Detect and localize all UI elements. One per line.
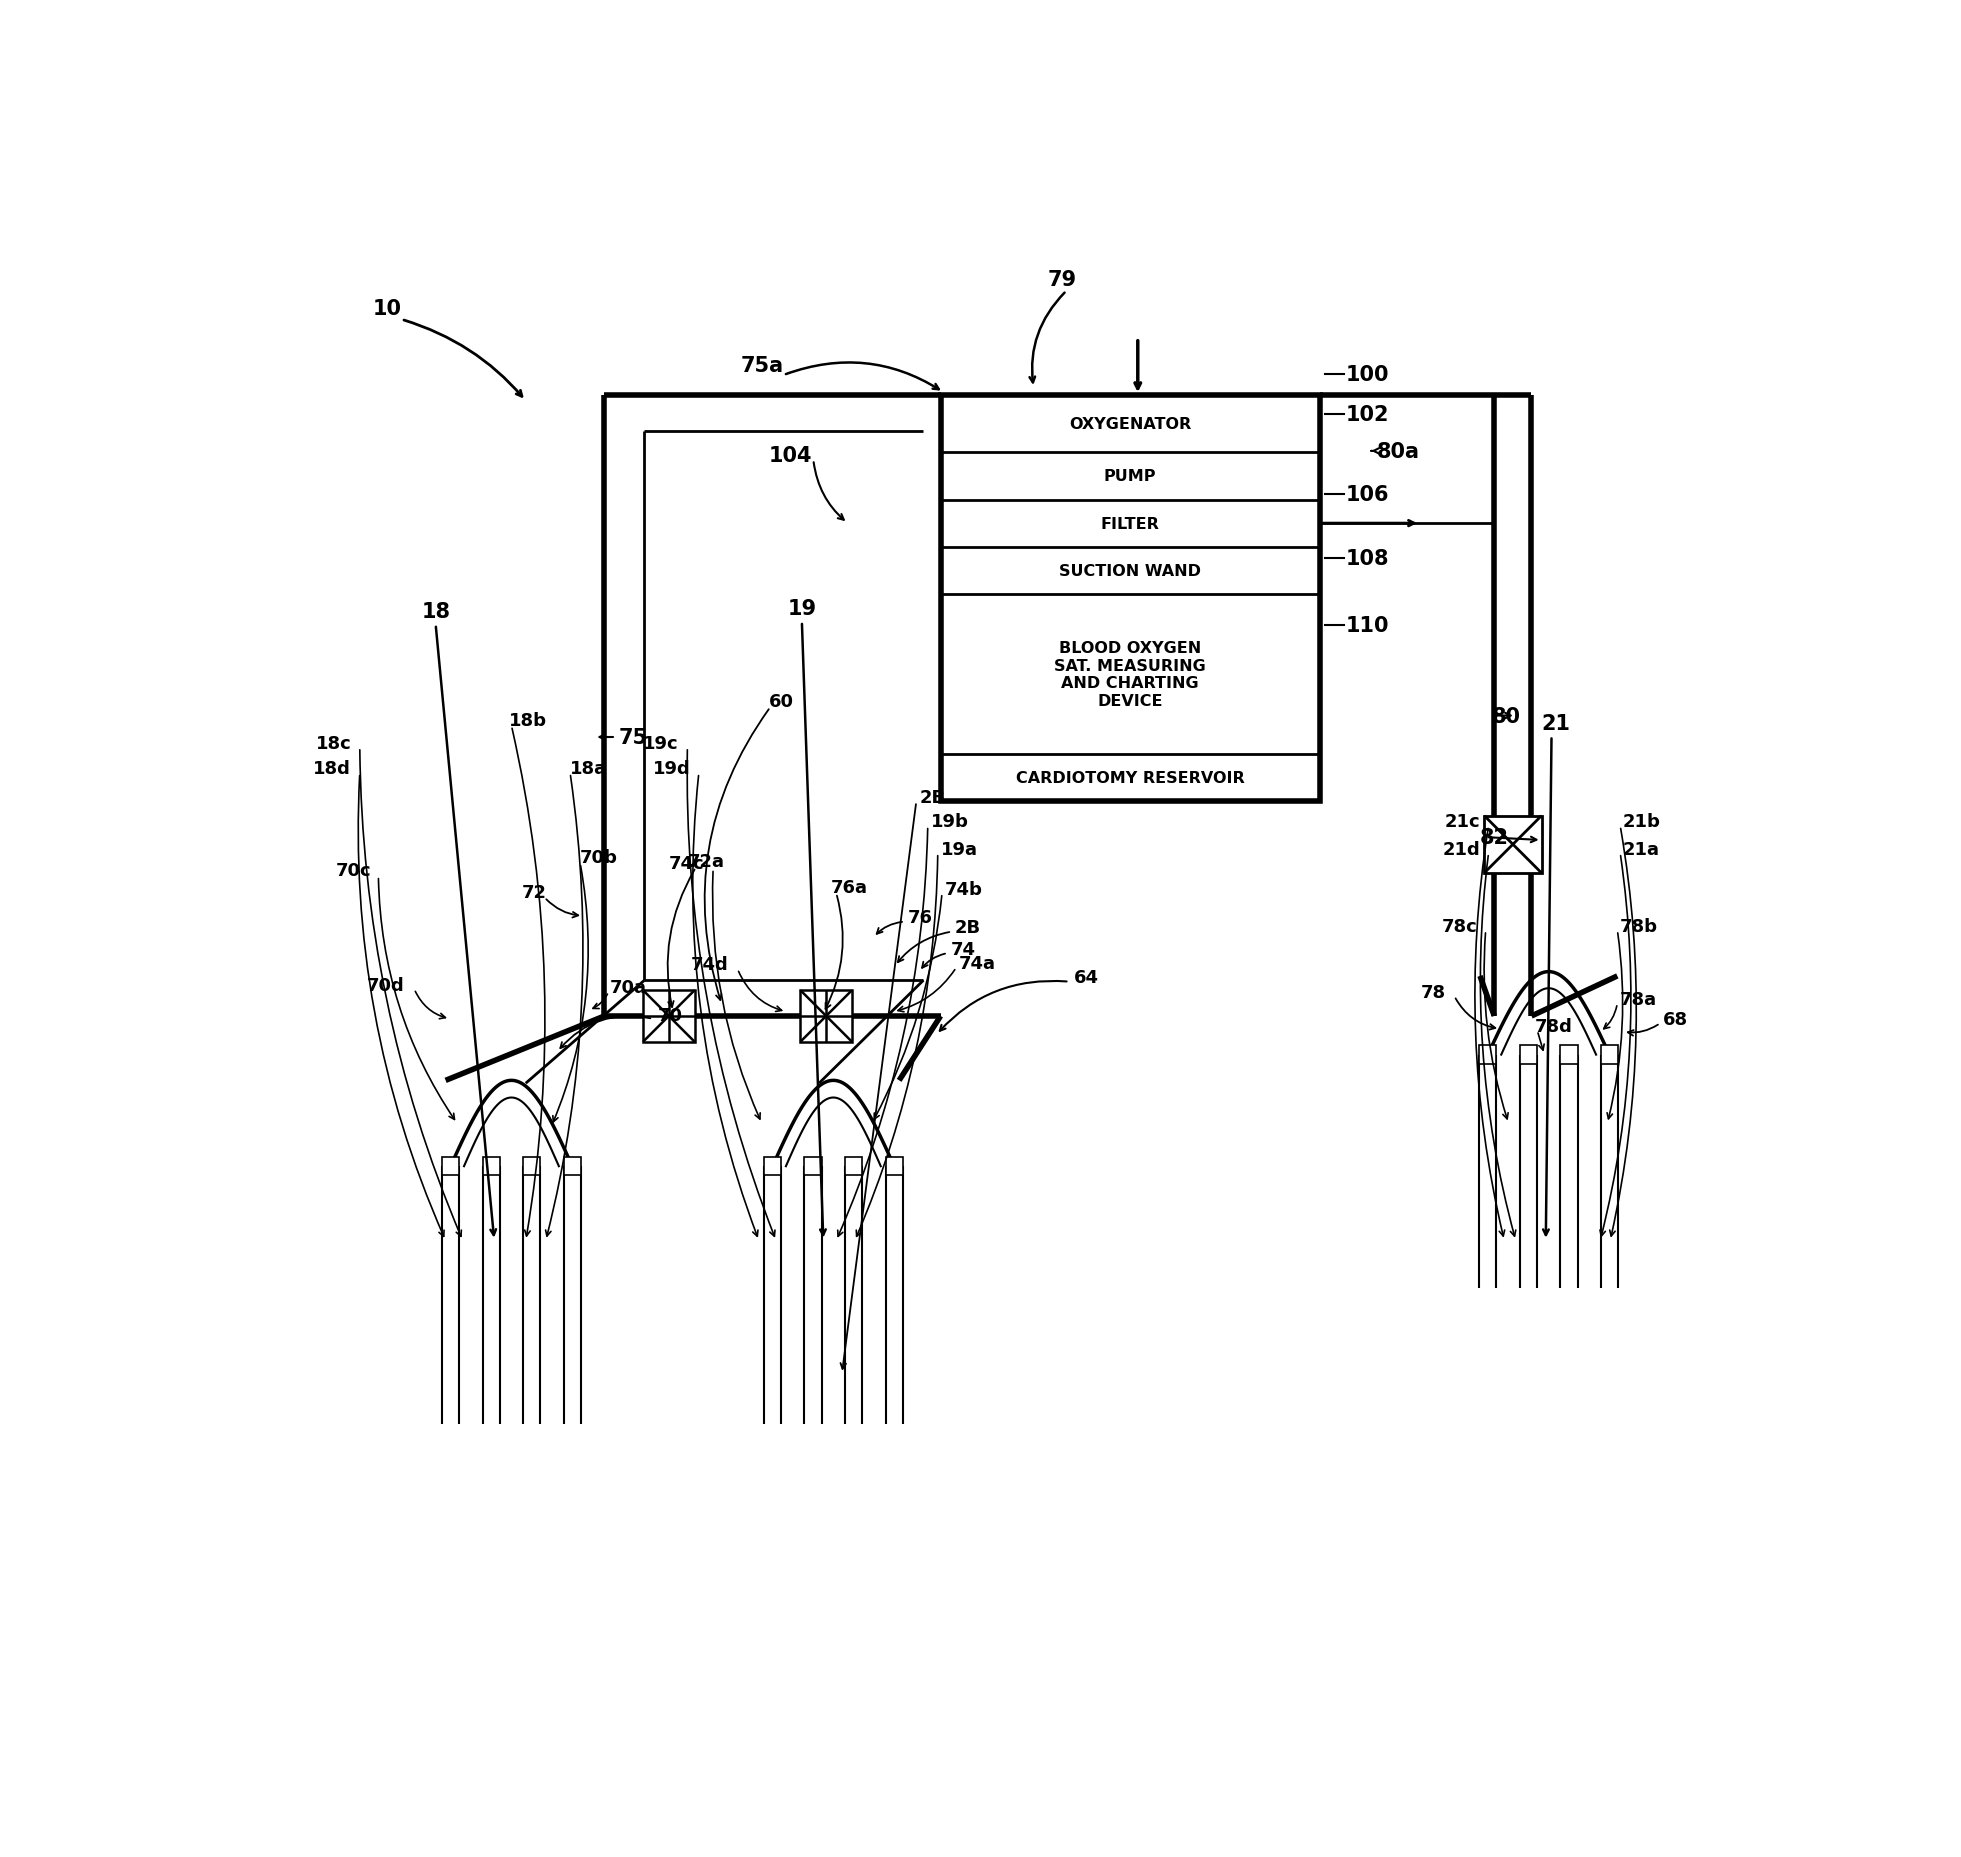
Bar <box>1484 817 1541 873</box>
Text: 78: 78 <box>1420 982 1445 1001</box>
Text: 2B: 2B <box>920 789 945 806</box>
Text: 19c: 19c <box>643 734 679 752</box>
Text: 76: 76 <box>908 908 933 927</box>
Text: 75: 75 <box>620 728 647 748</box>
Text: 104: 104 <box>769 446 812 466</box>
Text: 102: 102 <box>1345 405 1388 425</box>
Text: 68: 68 <box>1663 1010 1688 1029</box>
Text: 80: 80 <box>1492 706 1520 726</box>
Text: 18d: 18d <box>314 760 351 778</box>
Text: 2B: 2B <box>955 919 980 936</box>
Text: 82: 82 <box>1481 828 1510 847</box>
Text: CARDIOTOMY RESERVOIR: CARDIOTOMY RESERVOIR <box>1016 771 1245 786</box>
Text: 106: 106 <box>1345 485 1388 505</box>
Text: 70c: 70c <box>335 862 371 880</box>
Bar <box>482 1157 500 1175</box>
Text: 21: 21 <box>1541 713 1571 734</box>
Text: BLOOD OXYGEN
SAT. MEASURING
AND CHARTING
DEVICE: BLOOD OXYGEN SAT. MEASURING AND CHARTING… <box>1055 641 1206 708</box>
Bar <box>886 1157 902 1175</box>
Text: 10: 10 <box>373 299 402 319</box>
Text: 21a: 21a <box>1624 839 1661 858</box>
Text: 75a: 75a <box>741 357 784 375</box>
Text: 74a: 74a <box>959 954 996 973</box>
Bar <box>800 990 851 1042</box>
Text: OXYGENATOR: OXYGENATOR <box>1069 418 1192 433</box>
Text: 70a: 70a <box>610 979 647 997</box>
Text: 78b: 78b <box>1620 917 1659 936</box>
Bar <box>845 1157 863 1175</box>
Text: 60: 60 <box>769 693 794 711</box>
Text: 74c: 74c <box>669 854 704 873</box>
Text: 64: 64 <box>1075 969 1098 986</box>
Text: 21b: 21b <box>1624 813 1661 830</box>
Text: 74d: 74d <box>690 956 729 973</box>
Text: 79: 79 <box>1047 269 1077 290</box>
Text: 19b: 19b <box>931 813 969 830</box>
Bar <box>563 1157 580 1175</box>
Text: 80a: 80a <box>1377 442 1420 462</box>
Bar <box>643 990 694 1042</box>
Text: 18c: 18c <box>316 734 351 752</box>
Text: 21d: 21d <box>1441 839 1481 858</box>
Text: 18b: 18b <box>508 711 547 730</box>
Bar <box>441 1157 459 1175</box>
Text: 78a: 78a <box>1620 990 1657 1008</box>
Text: 100: 100 <box>1345 364 1388 384</box>
Text: 108: 108 <box>1345 550 1388 568</box>
Text: 74b: 74b <box>945 880 982 899</box>
Text: 70d: 70d <box>367 977 404 993</box>
Bar <box>1479 1045 1496 1064</box>
Text: SUCTION WAND: SUCTION WAND <box>1059 563 1202 579</box>
Text: 21c: 21c <box>1445 813 1481 830</box>
Text: 78d: 78d <box>1534 1018 1573 1036</box>
Text: 72a: 72a <box>688 852 724 871</box>
Text: 19: 19 <box>788 600 816 618</box>
Text: 72: 72 <box>522 884 547 901</box>
Text: PUMP: PUMP <box>1104 470 1157 485</box>
Bar <box>765 1157 780 1175</box>
Text: 18a: 18a <box>571 760 608 778</box>
Text: 70b: 70b <box>580 849 618 867</box>
Text: 19a: 19a <box>941 839 979 858</box>
Text: 78c: 78c <box>1441 917 1477 936</box>
Bar <box>1561 1045 1577 1064</box>
Text: 110: 110 <box>1345 617 1388 637</box>
Text: FILTER: FILTER <box>1100 516 1159 531</box>
Bar <box>1520 1045 1537 1064</box>
Bar <box>804 1157 822 1175</box>
Bar <box>1600 1045 1618 1064</box>
Text: 19d: 19d <box>653 760 690 778</box>
Bar <box>941 396 1320 802</box>
Text: 18: 18 <box>422 602 451 622</box>
Text: 74: 74 <box>951 940 977 958</box>
Bar <box>524 1157 541 1175</box>
Text: 70: 70 <box>657 1006 682 1023</box>
Text: 76a: 76a <box>830 878 867 897</box>
